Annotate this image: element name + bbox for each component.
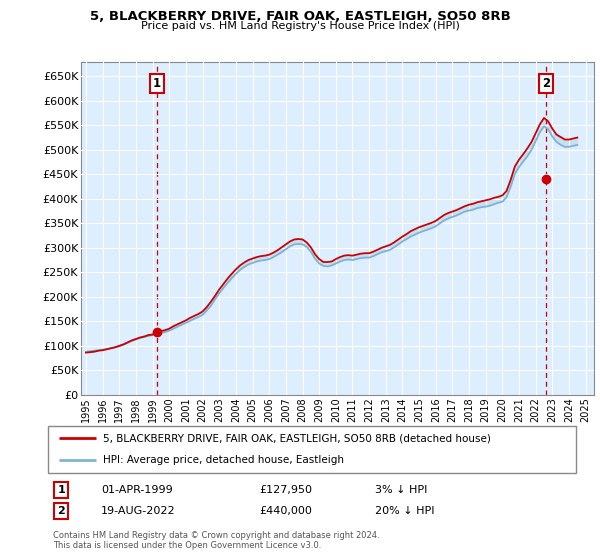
Text: 2: 2 [58,506,65,516]
Text: 3% ↓ HPI: 3% ↓ HPI [376,485,428,495]
Text: £440,000: £440,000 [259,506,312,516]
Text: 5, BLACKBERRY DRIVE, FAIR OAK, EASTLEIGH, SO50 8RB (detached house): 5, BLACKBERRY DRIVE, FAIR OAK, EASTLEIGH… [103,433,491,444]
Text: 5, BLACKBERRY DRIVE, FAIR OAK, EASTLEIGH, SO50 8RB: 5, BLACKBERRY DRIVE, FAIR OAK, EASTLEIGH… [89,10,511,23]
Text: 1: 1 [58,485,65,495]
Text: £127,950: £127,950 [259,485,312,495]
Text: 20% ↓ HPI: 20% ↓ HPI [376,506,435,516]
Text: 1: 1 [153,77,161,90]
Text: Price paid vs. HM Land Registry's House Price Index (HPI): Price paid vs. HM Land Registry's House … [140,21,460,31]
Text: 19-AUG-2022: 19-AUG-2022 [101,506,175,516]
Text: 01-APR-1999: 01-APR-1999 [101,485,173,495]
Text: HPI: Average price, detached house, Eastleigh: HPI: Average price, detached house, East… [103,455,344,465]
Text: Contains HM Land Registry data © Crown copyright and database right 2024.
This d: Contains HM Land Registry data © Crown c… [53,530,380,550]
Text: 2: 2 [542,77,550,90]
